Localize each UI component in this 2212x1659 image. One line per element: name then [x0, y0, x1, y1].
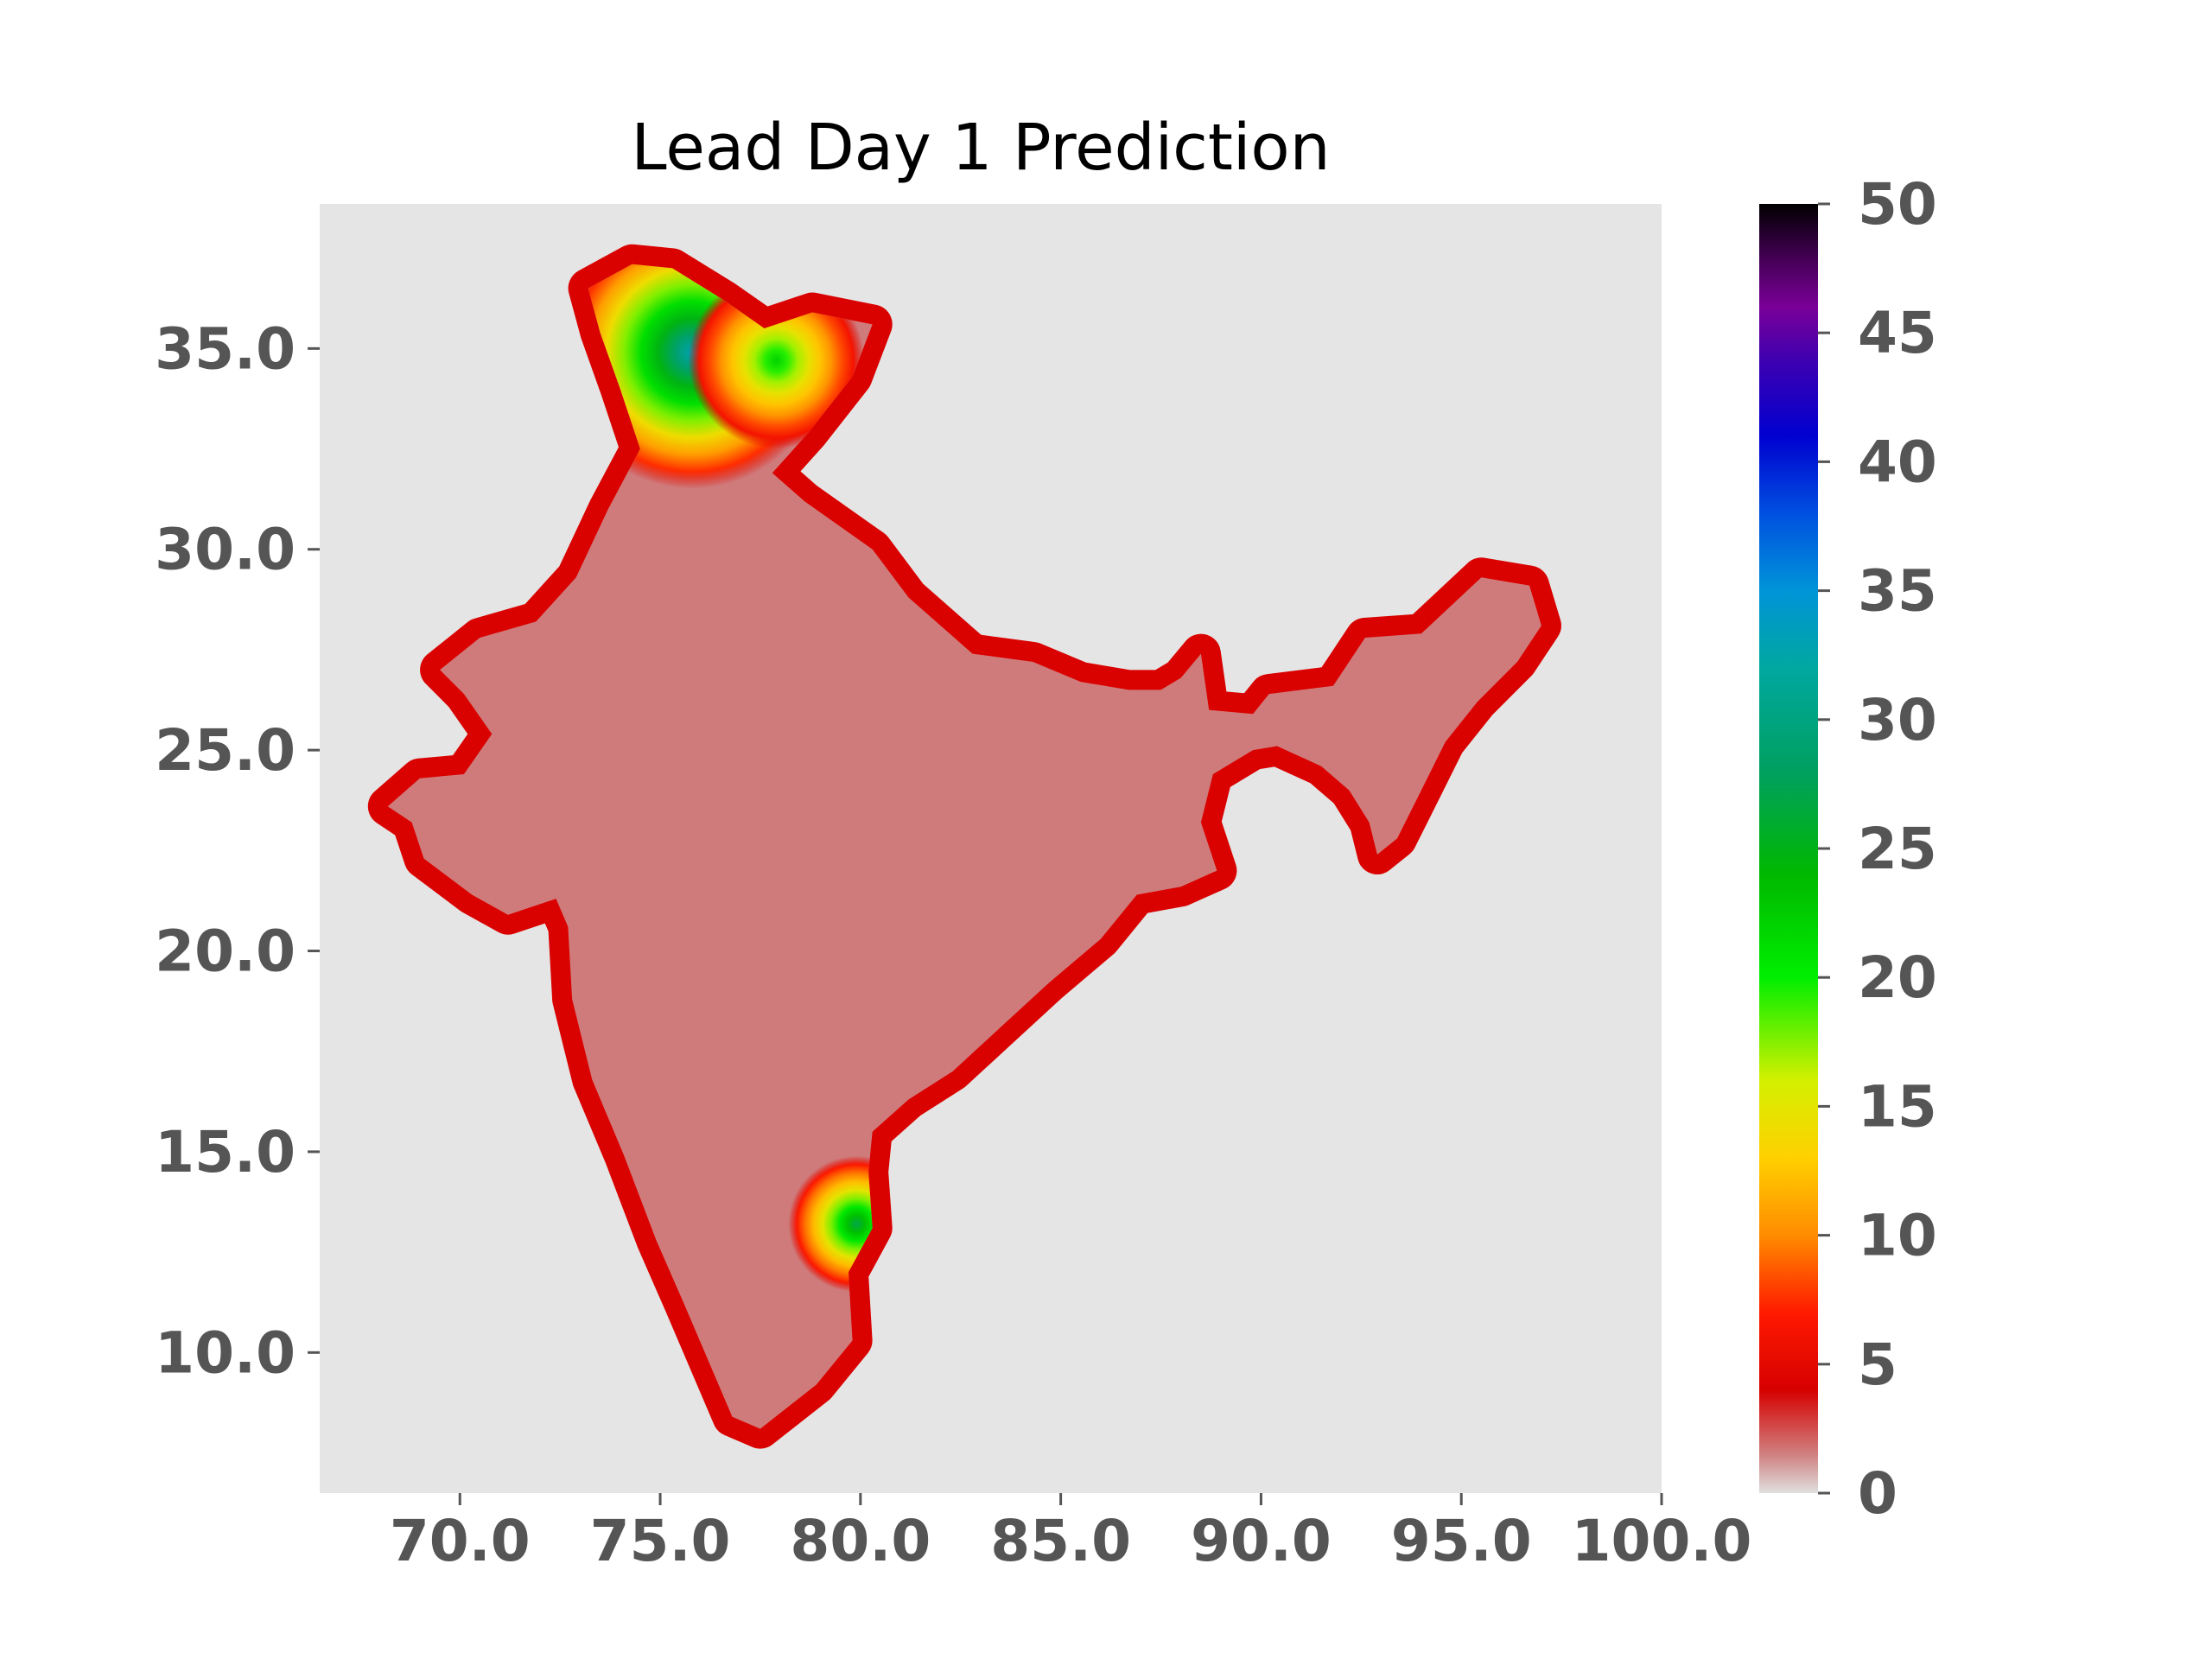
colorbar-tick-label: 5 — [1858, 1332, 1897, 1398]
colorbar-tick-label: 30 — [1858, 687, 1937, 753]
hotspot-ladakh-ridge — [688, 272, 865, 449]
colorbar-tick-label: 50 — [1858, 171, 1937, 238]
x-tick-label: 70.0 — [390, 1508, 531, 1574]
x-tick-label: 80.0 — [790, 1508, 931, 1574]
region-india-mainland — [387, 264, 1541, 1429]
colorbar-tick-label: 40 — [1858, 429, 1937, 495]
colorbar-tick-label: 15 — [1858, 1073, 1937, 1140]
y-tick-label: 20.0 — [155, 918, 296, 985]
x-tick-label: 95.0 — [1391, 1508, 1532, 1574]
x-axis: 70.0 75.0 80.0 85.0 90.0 95.0 100.0 — [390, 1493, 1752, 1574]
x-tick-label: 90.0 — [1191, 1508, 1332, 1574]
colorbar-tick-label: 20 — [1858, 944, 1937, 1011]
x-tick-label: 75.0 — [590, 1508, 731, 1574]
colorbar-tick-label: 25 — [1858, 816, 1937, 882]
y-tick-label: 15.0 — [155, 1119, 296, 1185]
y-tick-label: 30.0 — [155, 517, 296, 583]
colorbar-tick-label: 10 — [1858, 1203, 1937, 1269]
y-tick-label: 35.0 — [155, 315, 296, 382]
x-tick-label: 100.0 — [1572, 1508, 1752, 1574]
chart-title: Lead Day 1 Prediction — [631, 111, 1330, 185]
colorbar-tick-label: 35 — [1858, 558, 1937, 625]
colorbar-ticks: 0 5 10 15 20 25 30 35 40 45 50 — [1818, 171, 1937, 1527]
y-axis: 10.0 15.0 20.0 25.0 30.0 35.0 — [155, 315, 320, 1386]
colorbar — [1759, 204, 1818, 1493]
y-tick-label: 10.0 — [155, 1319, 296, 1386]
x-tick-label: 85.0 — [990, 1508, 1131, 1574]
y-tick-label: 25.0 — [155, 717, 296, 784]
colorbar-tick-label: 45 — [1858, 300, 1937, 366]
colorbar-tick-label: 0 — [1858, 1460, 1897, 1527]
